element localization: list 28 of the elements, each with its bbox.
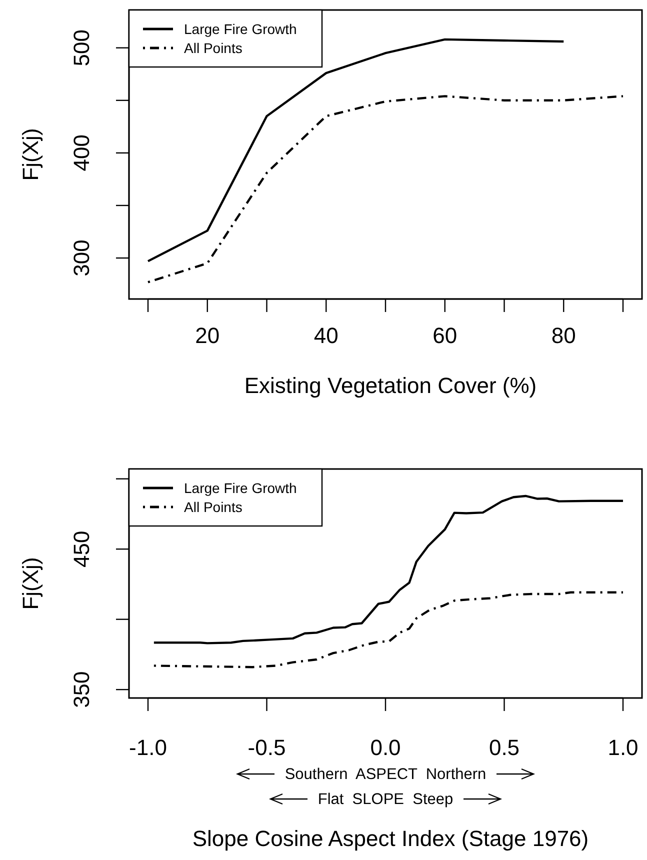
x-tick-label: 80: [551, 323, 576, 348]
x-tick-label: 20: [195, 323, 220, 348]
line-series: [152, 494, 624, 644]
x-axis-title: Slope Cosine Aspect Index (Stage 1976): [192, 826, 589, 851]
y-axis-title: Fj(Xj): [18, 128, 43, 181]
y-tick-label: 450: [69, 530, 94, 568]
line-series: [146, 38, 565, 262]
line-series: [152, 591, 624, 668]
x-tick-label: -1.0: [129, 735, 167, 760]
legend-label: All Points: [184, 499, 242, 515]
y-tick-label: 400: [69, 134, 94, 172]
legend-label: Large Fire Growth: [184, 21, 297, 37]
text: Flat SLOPE Steep: [318, 791, 454, 808]
x-tick-label: -0.5: [248, 735, 286, 760]
y-tick-label: 350: [69, 671, 94, 708]
text: Southern ASPECT Northern: [284, 766, 486, 783]
x-axis-title: Existing Vegetation Cover (%): [244, 373, 537, 398]
line-series: [146, 95, 624, 284]
y-axis-title: Fj(Xj): [18, 557, 43, 610]
legend-label: All Points: [184, 40, 242, 56]
x-tick-label: 0.0: [370, 735, 401, 760]
x-tick-label: 0.5: [488, 735, 520, 760]
y-tick-label: 300: [69, 240, 94, 276]
y-tick-label: 500: [69, 29, 94, 66]
x-tick-label: 60: [432, 323, 458, 348]
x-tick-label: 1.0: [608, 735, 638, 760]
legend-label: Large Fire Growth: [184, 480, 297, 496]
x-tick-label: 40: [314, 323, 338, 348]
